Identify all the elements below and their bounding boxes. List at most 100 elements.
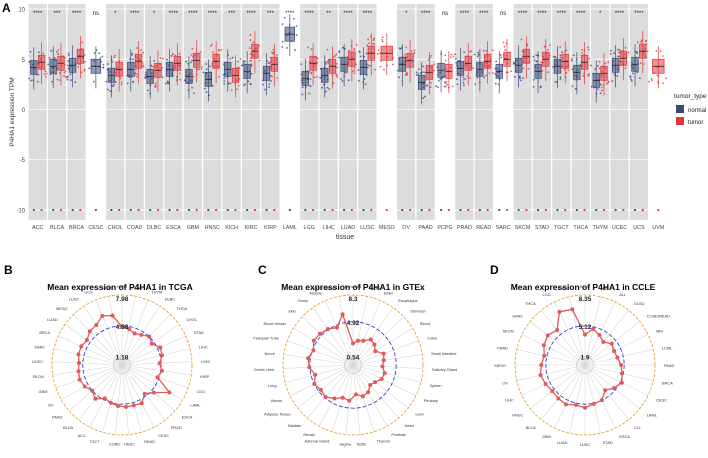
panel-a-group-dlbc xyxy=(144,50,165,212)
panel-a-point xyxy=(365,52,368,55)
radar-point xyxy=(351,341,355,346)
panel-a-point xyxy=(167,81,170,84)
radar-point xyxy=(366,390,371,395)
radar-category-label: DLBC xyxy=(165,297,176,302)
panel-a-point xyxy=(473,53,476,56)
legend-title: tumor_type xyxy=(674,93,707,100)
panel-a-point xyxy=(242,60,245,62)
radar-ring-label: 8.35 xyxy=(579,296,592,303)
panel-a-point xyxy=(308,70,311,73)
panel-a-x-tick: KIRP xyxy=(264,225,277,231)
panel-a-point xyxy=(639,77,641,79)
panel-a-point xyxy=(540,61,543,64)
panel-a-point xyxy=(444,59,447,62)
radar-point xyxy=(120,324,124,329)
radar-point xyxy=(124,404,129,409)
panel-a-point xyxy=(113,74,116,76)
panel-a-point xyxy=(607,81,610,84)
panel-a-point xyxy=(609,53,612,55)
panel-a-outlier xyxy=(59,208,63,212)
panel-a-point xyxy=(632,72,634,75)
panel-a-point xyxy=(114,81,117,83)
panel-a-point xyxy=(336,66,338,69)
panel-a-point xyxy=(617,55,619,58)
panel-a-point xyxy=(192,75,195,78)
panel-a-point xyxy=(205,68,208,71)
panel-a-point xyxy=(153,59,156,62)
radar-spoke xyxy=(73,314,123,366)
panel-a-group-lihc xyxy=(319,46,339,212)
radar-category-label: Bone Marrow xyxy=(314,286,337,291)
panel-a-point xyxy=(359,55,362,58)
radar-spoke xyxy=(121,364,129,435)
panel-a-outlier xyxy=(94,208,97,212)
panel-a-point xyxy=(326,48,329,51)
panel-a-point xyxy=(554,80,557,83)
radar-point xyxy=(355,338,360,343)
panel-a-point xyxy=(436,86,439,89)
panel-a-outlier xyxy=(525,208,528,212)
panel-a-point xyxy=(422,65,424,68)
panel-a-point xyxy=(527,67,530,70)
panel-a-point xyxy=(243,60,246,63)
radar-category-label: SARC xyxy=(512,314,523,319)
radar-category-label: MESO xyxy=(56,306,67,311)
radar-point xyxy=(157,361,162,366)
radar-category-label: CESC xyxy=(656,397,667,402)
panel-a-point xyxy=(456,78,458,81)
panel-a-point xyxy=(209,65,212,68)
panel-a-significance: **** xyxy=(421,11,431,17)
panel-a-x-tick: PRAD xyxy=(457,225,472,231)
panel-a-point xyxy=(617,67,620,69)
panel-a-point xyxy=(310,48,313,50)
panel-a-outlier xyxy=(32,208,35,212)
radar-category-label: SCLC xyxy=(580,284,591,289)
radar-spoke xyxy=(101,364,123,433)
panel-a-point xyxy=(333,56,335,58)
panel-a-point xyxy=(326,86,329,89)
panel-a-significance: ns xyxy=(500,11,506,17)
panel-a-point xyxy=(276,77,279,79)
panel-a-point xyxy=(241,64,243,67)
panel-a-point xyxy=(648,80,650,83)
panel-a-point xyxy=(565,72,568,74)
panel-a-significance: **** xyxy=(72,11,82,17)
panel-a-point xyxy=(639,62,642,64)
panel-a-point xyxy=(423,95,426,98)
panel-a-point xyxy=(154,84,157,87)
panel-a-point xyxy=(57,48,60,51)
radar-point xyxy=(368,382,373,387)
panel-a-group-luad xyxy=(338,39,358,212)
radar-category-label: BLCA xyxy=(526,425,537,430)
panel-a-point xyxy=(220,49,223,51)
panel-a-point xyxy=(410,50,413,53)
panel-a-point xyxy=(316,61,319,64)
panel-a-stripe xyxy=(106,4,125,220)
panel-a-point xyxy=(429,86,432,89)
panel-a-point xyxy=(430,82,432,84)
radar-category-label: PAAD xyxy=(52,415,62,420)
panel-a-significance: **** xyxy=(634,11,644,17)
panel-a-point xyxy=(450,53,453,56)
radar-spoke xyxy=(352,340,419,366)
panel-a-y-tick: 5 xyxy=(22,58,26,64)
radar-point xyxy=(379,377,384,382)
radar-spoke xyxy=(352,364,375,432)
panel-a-x-tick: UVM xyxy=(652,225,664,231)
panel-a-point xyxy=(301,86,304,89)
radar-point xyxy=(615,355,620,360)
panel-a-stripe xyxy=(319,4,338,220)
radar-spoke xyxy=(53,348,123,366)
panel-a-outlier xyxy=(428,208,431,212)
panel-a-point xyxy=(237,84,240,87)
panel-a-point xyxy=(451,85,454,88)
panel-a-point xyxy=(571,85,574,88)
panel-a-x-tick: KIRC xyxy=(245,225,258,231)
radar-point xyxy=(555,328,560,333)
panel-a-point xyxy=(185,60,188,63)
radar-spoke xyxy=(521,364,586,396)
panel-a-point xyxy=(543,45,546,48)
panel-a-point xyxy=(494,82,497,85)
panel-a-stripe xyxy=(183,4,202,220)
radar-category-label: LGG xyxy=(543,292,551,297)
